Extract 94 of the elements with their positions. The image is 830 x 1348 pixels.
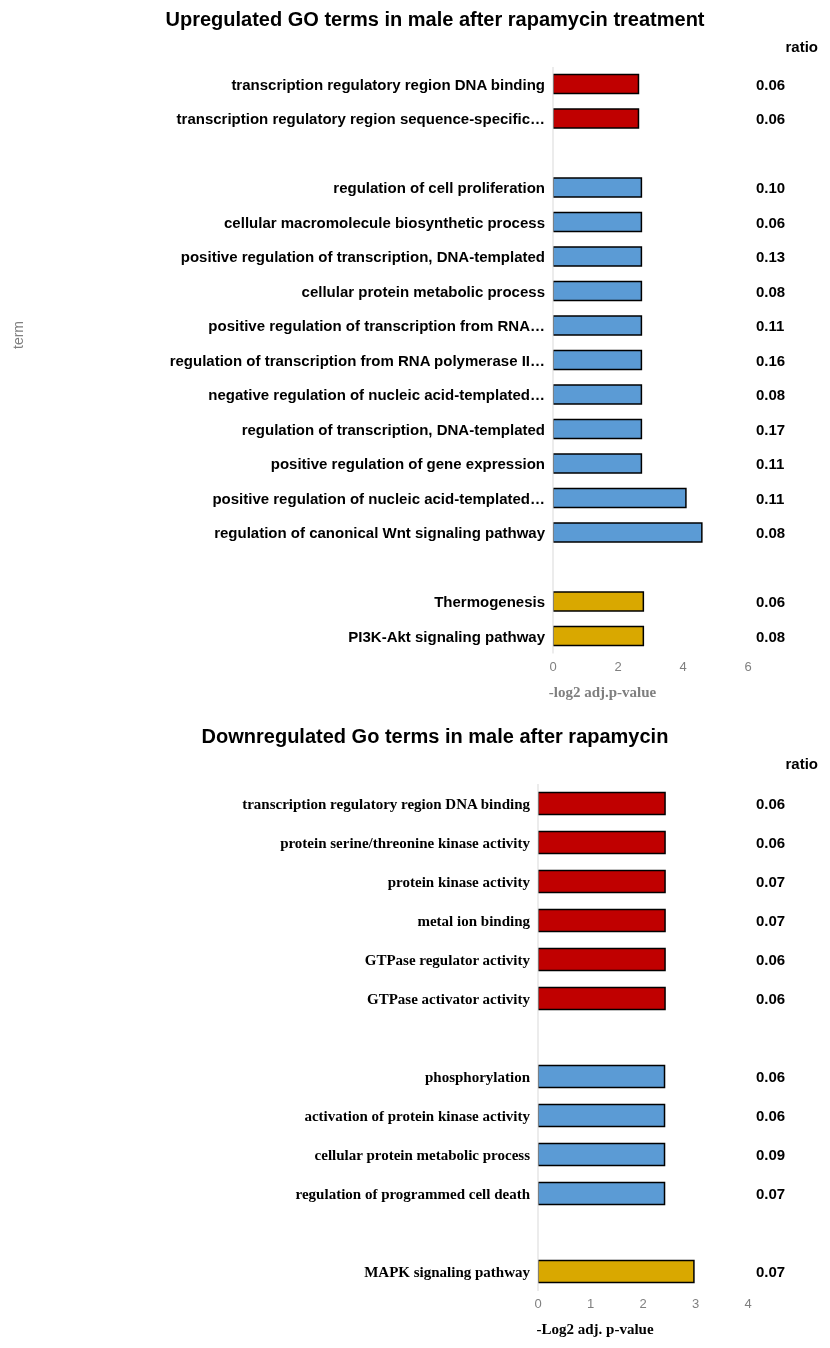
chart-title: Upregulated GO terms in male after rapamycin treatment [164,8,706,31]
bar [553,349,643,371]
y-tick-label: PI3K-Akt signaling pathway [348,627,546,645]
x-tick-label: 0 [549,658,557,674]
bar [553,591,645,612]
bar [553,522,703,543]
y-tick-label: GTPase regulator activity [364,951,531,968]
text: 0.11 [756,489,785,507]
x-tick-label: 6 [744,658,752,674]
text: 0.11 [756,317,785,335]
y-tick-label: positive regulation of nucleic acid-templated… [212,489,545,507]
bar [553,73,640,95]
bar [553,315,643,336]
y-tick-label: protein serine/threonine kinase activity [280,834,531,851]
x-tick-label: 0 [534,1295,542,1311]
y-tick-label: transcription regulatory region DNA binding [242,795,531,812]
x-axis-title: -log2 adj.p-value [547,683,658,701]
y-tick-label: phosphorylation [424,1068,531,1085]
x-tick-label: 2 [639,1295,647,1311]
text: 0.08 [756,524,786,542]
text: 0.06 [756,75,786,93]
bar [538,1259,695,1283]
x-tick-label: 4 [744,1295,752,1311]
bar [553,625,645,647]
x-tick-label: 4 [679,658,687,674]
bar [553,453,643,474]
text: 0.09 [756,1145,786,1163]
text: 0.07 [756,911,786,929]
text: 0.06 [756,833,786,851]
bar [553,246,643,267]
text: ratio [785,754,818,772]
text: 0.11 [756,455,785,473]
y-tick-label: negative regulation of nucleic acid-templated… [208,386,545,404]
bar [538,947,666,971]
y-tick-label: GTPase activator activity [366,990,531,1007]
text: 0.06 [756,1067,786,1085]
text: 0.08 [756,386,786,404]
y-tick-label: regulation of canonical Wnt signaling pathway [214,524,546,542]
text: 0.10 [756,179,786,197]
y-axis-title: term [10,321,26,350]
bar [538,830,666,854]
y-tick-label: Thermogenesis [434,593,545,611]
y-tick-label: MAPK signaling pathway [364,1263,531,1280]
text: 0.06 [756,593,786,611]
bar [553,211,643,233]
text: 0.06 [756,950,786,968]
x-axis-title: -Log2 adj. p-value [535,1320,655,1338]
chart-title: Downregulated Go terms in male after rapamycin [200,724,670,748]
bar [538,986,666,1010]
y-tick-label: cellular protein metabolic process [301,282,545,300]
y-tick-label: regulation of transcription from RNA polymerase II… [169,351,545,369]
bar [553,384,643,405]
text: 0.08 [756,282,786,300]
text: 0.17 [756,420,786,438]
bar [553,418,643,440]
text: 0.07 [756,872,786,890]
y-tick-label: cellular protein metabolic process [314,1146,531,1163]
bar [538,1103,666,1127]
y-tick-label: transcription regulatory region DNA binding [231,75,545,93]
text: 0.16 [756,351,786,369]
y-tick-label: positive regulation of transcription, DNA-templated [180,248,545,266]
bar [538,1064,666,1088]
y-tick-label: regulation of transcription, DNA-templated [241,420,545,438]
text: 0.06 [756,989,786,1007]
text: 0.06 [756,1106,786,1124]
x-tick-label: 1 [586,1295,595,1311]
bar [553,177,643,198]
y-tick-label: activation of protein kinase activity [304,1107,531,1124]
y-tick-label: metal ion binding [417,912,531,929]
y-tick-label: protein kinase activity [387,873,531,890]
text: ratio [785,38,818,55]
text: 0.13 [756,248,786,266]
x-tick-label: 3 [691,1295,700,1311]
y-tick-label: transcription regulatory region sequence-specific… [176,110,545,128]
bar [538,869,666,893]
text: 0.08 [756,627,786,645]
bar [538,791,666,815]
x-tick-label: 2 [614,658,622,674]
bar [538,908,666,932]
y-tick-label: regulation of cell proliferation [333,179,545,197]
y-tick-label: cellular macromolecule biosynthetic process [224,213,545,231]
text: 0.06 [756,794,786,812]
bar [553,487,687,509]
bar [553,108,640,129]
bar [553,280,643,302]
text: 0.06 [756,213,786,231]
y-tick-label: regulation of programmed cell death [295,1185,531,1202]
bar [538,1142,666,1166]
text: 0.06 [756,110,786,128]
text: 0.07 [756,1184,786,1202]
y-tick-label: positive regulation of transcription from RNA… [208,317,545,335]
y-tick-label: positive regulation of gene expression [270,455,545,473]
bar [538,1181,666,1205]
text: 0.07 [756,1262,786,1280]
